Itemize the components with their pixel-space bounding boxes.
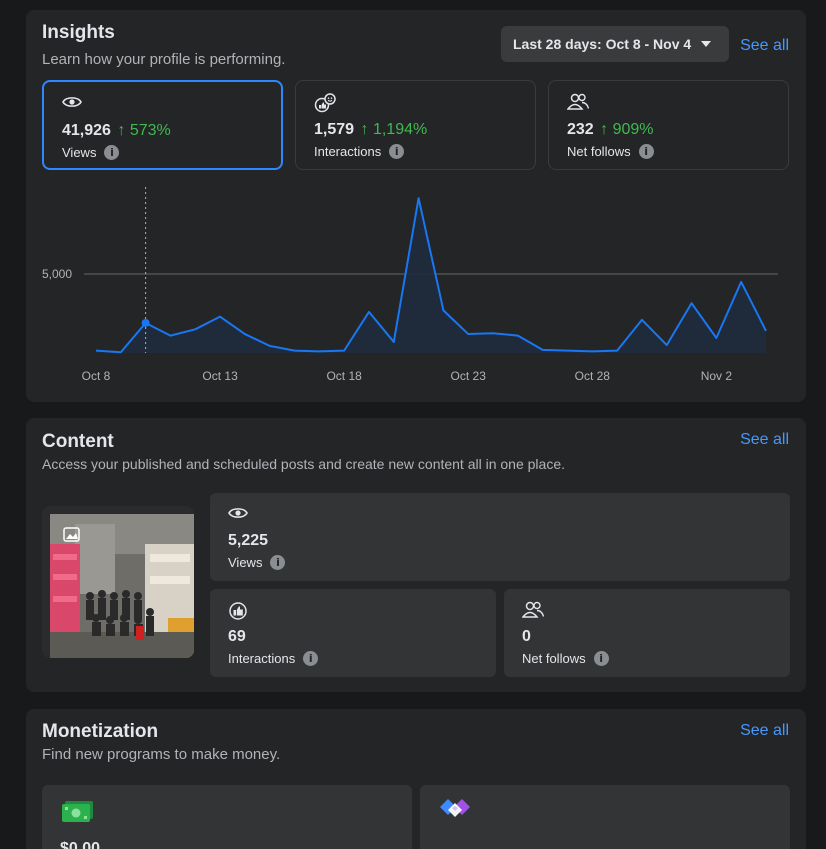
date-range-label: Last 28 days: Oct 8 - Nov 4 <box>513 36 692 52</box>
people-icon <box>567 93 589 110</box>
like-icon <box>229 602 247 620</box>
views-delta: ↑ 573% <box>117 122 171 139</box>
net-follows-delta: ↑ 909% <box>600 121 654 138</box>
date-range-dropdown[interactable]: Last 28 days: Oct 8 - Nov 4 <box>501 26 729 62</box>
post-photo <box>50 514 194 658</box>
insights-card: Insights Learn how your profile is perfo… <box>26 10 806 402</box>
interactions-metric-label: Interactions <box>314 144 382 159</box>
money-icon <box>62 801 93 822</box>
x-tick-label: Nov 2 <box>701 369 733 383</box>
info-icon[interactable]: i <box>270 555 286 570</box>
insights-subtitle: Learn how your profile is performing. <box>42 51 286 68</box>
x-tick-label: Oct 28 <box>575 369 611 383</box>
program-tile[interactable] <box>420 785 790 849</box>
content-subtitle: Access your published and scheduled post… <box>42 456 566 472</box>
earnings-tile[interactable]: $0.00 <box>42 785 412 849</box>
partnership-icon <box>440 799 470 817</box>
post-views-label: Views <box>228 555 263 570</box>
post-net-follows-label: Net follows <box>522 651 586 666</box>
interactions-metric-card[interactable]: 1,579 ↑ 1,194% Interactions i <box>295 80 536 170</box>
content-card: Content Access your published and schedu… <box>26 418 806 692</box>
series-line <box>95 197 767 354</box>
monetization-subtitle: Find new programs to make money. <box>42 746 281 763</box>
content-see-all-link[interactable]: See all <box>740 431 789 448</box>
post-net-follows-tile[interactable]: 0 Net follows i <box>504 589 790 677</box>
x-tick-label: Oct 8 <box>82 369 111 383</box>
net-follows-metric-card[interactable]: 232 ↑ 909% Net follows i <box>548 80 789 170</box>
x-tick-label: Oct 13 <box>202 369 238 383</box>
monetization-card: Monetization Find new programs to make m… <box>26 709 806 849</box>
info-icon[interactable]: i <box>104 145 120 160</box>
views-metric-card[interactable]: 41,926 ↑ 573% Views i <box>42 80 283 170</box>
people-icon <box>522 601 544 618</box>
y-tick-label: 5,000 <box>42 267 72 281</box>
monetization-title: Monetization <box>42 721 159 742</box>
x-tick-label: Oct 18 <box>326 369 362 383</box>
interactions-icon <box>314 93 336 113</box>
info-icon[interactable]: i <box>389 144 405 159</box>
post-interactions-value: 69 <box>228 628 246 645</box>
insights-see-all-link[interactable]: See all <box>740 37 789 54</box>
views-metric-value: 41,926 ↑ 573% <box>62 122 171 139</box>
eye-icon <box>62 97 82 107</box>
info-icon[interactable]: i <box>638 144 654 159</box>
interactions-metric-value: 1,579 ↑ 1,194% <box>314 121 428 138</box>
caret-down-icon <box>701 41 712 47</box>
post-thumbnail[interactable] <box>42 506 194 658</box>
insights-title: Insights <box>42 22 115 43</box>
interactions-delta: ↑ 1,194% <box>360 121 428 138</box>
data-point <box>141 318 150 327</box>
info-icon[interactable]: i <box>593 651 609 666</box>
content-title: Content <box>42 431 114 452</box>
post-net-follows-value: 0 <box>522 628 531 645</box>
area-fill <box>96 198 766 353</box>
views-chart[interactable]: 5,000 Oct 8 Oct 13 Oct 18 Oct 23 Oct 28 Nov 2 <box>26 185 806 400</box>
eye-icon <box>228 508 248 518</box>
earnings-value: $0.00 <box>60 840 101 849</box>
x-tick-label: Oct 23 <box>451 369 487 383</box>
post-interactions-label: Interactions <box>228 651 296 666</box>
info-icon[interactable]: i <box>303 651 319 666</box>
net-follows-metric-label: Net follows <box>567 144 631 159</box>
post-views-tile[interactable]: 5,225 Views i <box>210 493 790 581</box>
views-metric-label: Views <box>62 145 97 160</box>
net-follows-metric-value: 232 ↑ 909% <box>567 121 654 138</box>
monetization-see-all-link[interactable]: See all <box>740 722 789 739</box>
post-views-value: 5,225 <box>228 532 269 549</box>
post-interactions-tile[interactable]: 69 Interactions i <box>210 589 496 677</box>
